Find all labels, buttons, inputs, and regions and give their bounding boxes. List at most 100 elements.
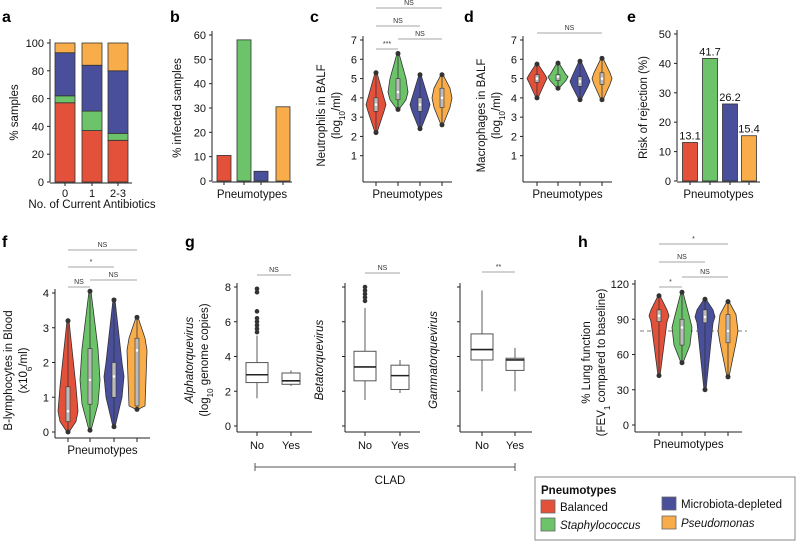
stacked-bar-segment-microbiota_depleted bbox=[107, 70, 129, 134]
y-tick-label: 2 bbox=[511, 131, 517, 143]
bar-balanced bbox=[682, 142, 698, 182]
violin-iqr-box bbox=[395, 78, 401, 101]
y-tick-label: 120 bbox=[611, 279, 629, 291]
y-axis-label-part: compared to baseline) bbox=[596, 289, 608, 406]
violin-outlier bbox=[395, 106, 401, 112]
violin-iqr-box bbox=[111, 362, 117, 398]
violin-outlier bbox=[134, 406, 140, 412]
box-outlier bbox=[254, 286, 260, 292]
y-tick-label: 50 bbox=[194, 54, 206, 66]
bar-staphylococcus bbox=[236, 39, 252, 182]
stacked-bar-segment-pseudomonas bbox=[54, 42, 76, 54]
bar-microbiota_depleted bbox=[253, 170, 269, 182]
violin-outlier bbox=[656, 373, 662, 379]
violin-outlier bbox=[725, 374, 731, 380]
y-tick-label: 30 bbox=[659, 88, 671, 100]
x-tick-label: No bbox=[250, 440, 264, 452]
box-yes bbox=[505, 357, 525, 371]
y-axis-label-part: (x10 bbox=[18, 371, 30, 393]
violin-median-dot bbox=[578, 80, 582, 83]
violin-iqr-box bbox=[87, 348, 93, 405]
violin-median-dot bbox=[66, 409, 70, 413]
y-tick-label: 4 bbox=[511, 93, 517, 105]
y-axis-label-part: 10 bbox=[498, 110, 507, 119]
violin-outlier bbox=[656, 293, 662, 299]
stacked-bar-segment-pseudomonas bbox=[81, 42, 103, 66]
y-axis-label-part: /ml) bbox=[491, 92, 503, 111]
box-no bbox=[245, 362, 269, 384]
y-tick-label: 6 bbox=[225, 317, 231, 329]
y-tick-label: 3 bbox=[351, 112, 357, 124]
violin-median-dot bbox=[703, 315, 707, 319]
violin-outlier bbox=[679, 360, 685, 366]
y-axis-label: Alphatorquevirus bbox=[184, 317, 196, 405]
violin-outlier bbox=[111, 424, 117, 430]
violin-outlier bbox=[65, 429, 71, 435]
significance-label: NS bbox=[677, 254, 687, 261]
significance-label: NS bbox=[378, 265, 388, 272]
significance-label: NS bbox=[74, 279, 84, 286]
y-axis-label: % Lung function bbox=[581, 321, 593, 403]
bar-value-label: 15.4 bbox=[738, 124, 759, 136]
significance-label: NS bbox=[404, 0, 414, 7]
significance-label: NS bbox=[393, 18, 403, 25]
panel-letter-f: f bbox=[2, 234, 8, 251]
violin-outlier bbox=[725, 299, 731, 305]
y-tick-label: 0 bbox=[200, 176, 206, 188]
box-outlier bbox=[362, 288, 368, 293]
y-tick-label: 10 bbox=[659, 147, 671, 159]
violin-iqr-box bbox=[725, 314, 731, 344]
box-yes bbox=[281, 372, 301, 385]
significance-label: NS bbox=[109, 272, 119, 279]
y-tick-label: 8 bbox=[225, 282, 231, 294]
violin-outlier bbox=[599, 55, 605, 61]
legend-swatch-microbiota_depleted bbox=[661, 496, 677, 511]
y-tick-label: 7 bbox=[511, 35, 517, 47]
y-axis-label-part: /ml) bbox=[331, 92, 343, 111]
box-yes bbox=[390, 364, 410, 391]
violin-outlier bbox=[417, 126, 423, 132]
y-tick-label: 2 bbox=[225, 386, 231, 398]
y-axis-label-part: (FEV bbox=[596, 410, 608, 437]
violin-outlier bbox=[577, 97, 583, 103]
violin-iqr-box bbox=[65, 386, 71, 422]
legend-label-balanced: Balanced bbox=[560, 502, 608, 514]
y-axis-label: % infected samples bbox=[172, 58, 184, 158]
y-tick-label: 40 bbox=[194, 79, 206, 91]
violin-median-dot bbox=[112, 375, 116, 378]
y-axis-label-part: genome copies) bbox=[199, 303, 211, 388]
violin-median-dot bbox=[88, 378, 92, 382]
violin-outlier bbox=[439, 72, 445, 78]
y-axis-label-part: (log bbox=[199, 397, 211, 416]
panel-letter-a: a bbox=[2, 9, 11, 26]
stacked-bar-segment-pseudomonas bbox=[107, 42, 129, 72]
x-tick-label: 2-3 bbox=[110, 188, 126, 200]
x-axis-label: Pneumotypes bbox=[67, 445, 138, 457]
y-tick-label: 30 bbox=[194, 103, 206, 115]
legend-label-pseudomonas: Pseudomonas bbox=[681, 518, 755, 530]
panel-letter-d: d bbox=[464, 9, 474, 26]
violin-outlier bbox=[373, 70, 379, 76]
y-axis-label-part: 6 bbox=[25, 366, 34, 371]
y-tick-label: 60 bbox=[617, 350, 629, 362]
stacked-bar-segment-balanced bbox=[54, 102, 76, 183]
panel-letter-b: b bbox=[170, 9, 180, 26]
y-axis-label-part: 1 bbox=[603, 405, 612, 410]
x-tick-label: No bbox=[475, 440, 489, 452]
violin-outlier bbox=[534, 95, 540, 101]
violin-outlier bbox=[87, 427, 93, 433]
bar-value-label: 26.2 bbox=[719, 92, 740, 104]
y-tick-label: 1 bbox=[43, 392, 49, 404]
y-axis-label: B-lymphocytes in Blood bbox=[3, 310, 15, 430]
x-tick-label: 1 bbox=[89, 188, 95, 200]
y-tick-label: 4 bbox=[43, 288, 49, 300]
y-axis-label: Gammatorquevirus bbox=[428, 311, 440, 409]
bar-microbiota_depleted bbox=[722, 103, 738, 182]
y-axis-label: Betatorquevirus bbox=[314, 319, 326, 400]
violin-outlier bbox=[577, 58, 583, 64]
stacked-bar-segment-staphylococcus bbox=[81, 110, 103, 131]
y-axis-label-units: (x106/ml) bbox=[18, 347, 34, 393]
y-tick-label: 20 bbox=[659, 117, 671, 129]
